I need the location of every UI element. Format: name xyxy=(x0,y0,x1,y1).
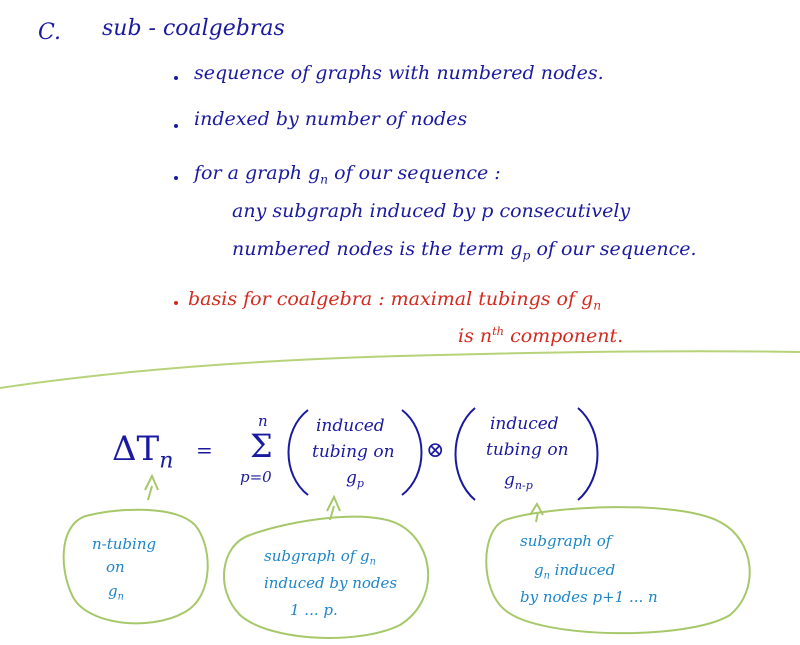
bubble-3-line-1: subgraph of xyxy=(520,532,612,550)
bubble-1-sub: n xyxy=(117,591,124,603)
sum-lower: p=0 xyxy=(240,468,272,486)
right-term-sub: n-p xyxy=(514,478,533,492)
left-term-line-2: tubing on xyxy=(312,442,395,462)
bullet-4-line-2-sup: th xyxy=(492,324,505,338)
page-title: sub - coalgebras xyxy=(102,16,285,41)
sum-upper: n xyxy=(258,412,268,430)
tensor-symbol: ⊗ xyxy=(426,438,445,463)
bullet-3-line-1-text: for a graph g xyxy=(194,162,321,184)
bullet-3-line-2: any subgraph induced by p consecutively xyxy=(232,200,631,222)
bubble-3-g: g xyxy=(534,561,544,579)
left-term-g: g xyxy=(346,468,357,488)
sum-symbol: Σ xyxy=(250,427,273,465)
bullet-3-line-3-text: numbered nodes is the term g xyxy=(232,238,523,260)
bubble-1-line-2: on xyxy=(106,558,125,576)
bullet-3-line-1-tail: of our sequence : xyxy=(328,162,501,184)
bullet-3-line-3-tail: of our sequence. xyxy=(530,238,697,260)
section-label: C. xyxy=(38,20,62,45)
bullet-dot-3 xyxy=(174,176,178,180)
bubble-outline-1 xyxy=(62,508,209,625)
bullet-4-line-1: basis for coalgebra : maximal tubings of… xyxy=(188,290,601,312)
left-term-line-3: gp xyxy=(346,470,364,489)
bullet-dot-4 xyxy=(174,301,178,305)
bubble-outline-3 xyxy=(485,506,751,635)
left-term-sub: p xyxy=(356,476,364,490)
right-paren-open xyxy=(454,407,476,501)
bubble-2-line-3: 1 ... p. xyxy=(290,601,338,619)
formula-equals: = xyxy=(196,438,213,462)
bubble-2-line-2: induced by nodes xyxy=(264,574,398,592)
divider-line xyxy=(0,350,800,389)
left-paren-close xyxy=(401,409,423,496)
left-term-line-1: induced xyxy=(316,416,385,436)
bullet-1-text: sequence of graphs with numbered nodes. xyxy=(194,62,604,84)
right-term-line-1: induced xyxy=(490,414,559,434)
bubble-2-sub: n xyxy=(369,556,376,568)
formula-lhs: ΔTn xyxy=(112,432,173,472)
bullet-4-line-1-sub: n xyxy=(593,298,602,313)
bubble-3-line-2-tail: induced xyxy=(549,561,616,579)
formula-lhs-text: ΔT xyxy=(112,429,160,469)
bullet-3-line-1-sub: n xyxy=(320,172,329,187)
formula-lhs-sub: n xyxy=(159,447,174,474)
bullet-3-line-1: for a graph gn of our sequence : xyxy=(194,164,501,186)
left-paren-open xyxy=(287,409,309,496)
bullet-3-line-3: numbered nodes is the term gp of our seq… xyxy=(232,240,697,262)
right-paren-close xyxy=(577,407,599,501)
bubble-1-g: g xyxy=(108,582,118,600)
bullet-2-text: indexed by number of nodes xyxy=(194,108,468,130)
bullet-4-line-1-text: basis for coalgebra : maximal tubings of… xyxy=(188,288,594,310)
bubble-3-sub: n xyxy=(543,570,550,582)
bubble-2-line-1-text: subgraph of g xyxy=(264,547,370,565)
bubble-outline-2 xyxy=(223,515,430,639)
bullet-dot-1 xyxy=(174,76,178,80)
bubble-1-line-3: gn xyxy=(108,584,124,602)
bubble-3-line-3: by nodes p+1 ... n xyxy=(520,588,658,606)
bullet-3-line-3-sub: p xyxy=(522,248,531,263)
right-term-line-2: tubing on xyxy=(486,440,569,460)
bullet-4-line-2: is nth component. xyxy=(458,324,624,347)
bullet-4-line-2-a: is n xyxy=(458,324,493,347)
bullet-4-line-2-b: component. xyxy=(504,324,624,347)
right-term-line-3: gn-p xyxy=(504,472,533,491)
right-term-g: g xyxy=(504,470,515,490)
arrow-to-lhs xyxy=(144,473,159,501)
bubble-1-line-1: n-tubing xyxy=(92,535,157,553)
bullet-dot-2 xyxy=(174,124,178,128)
bubble-2-line-1: subgraph of gn xyxy=(264,549,376,567)
bubble-3-line-2: gn induced xyxy=(534,563,615,581)
